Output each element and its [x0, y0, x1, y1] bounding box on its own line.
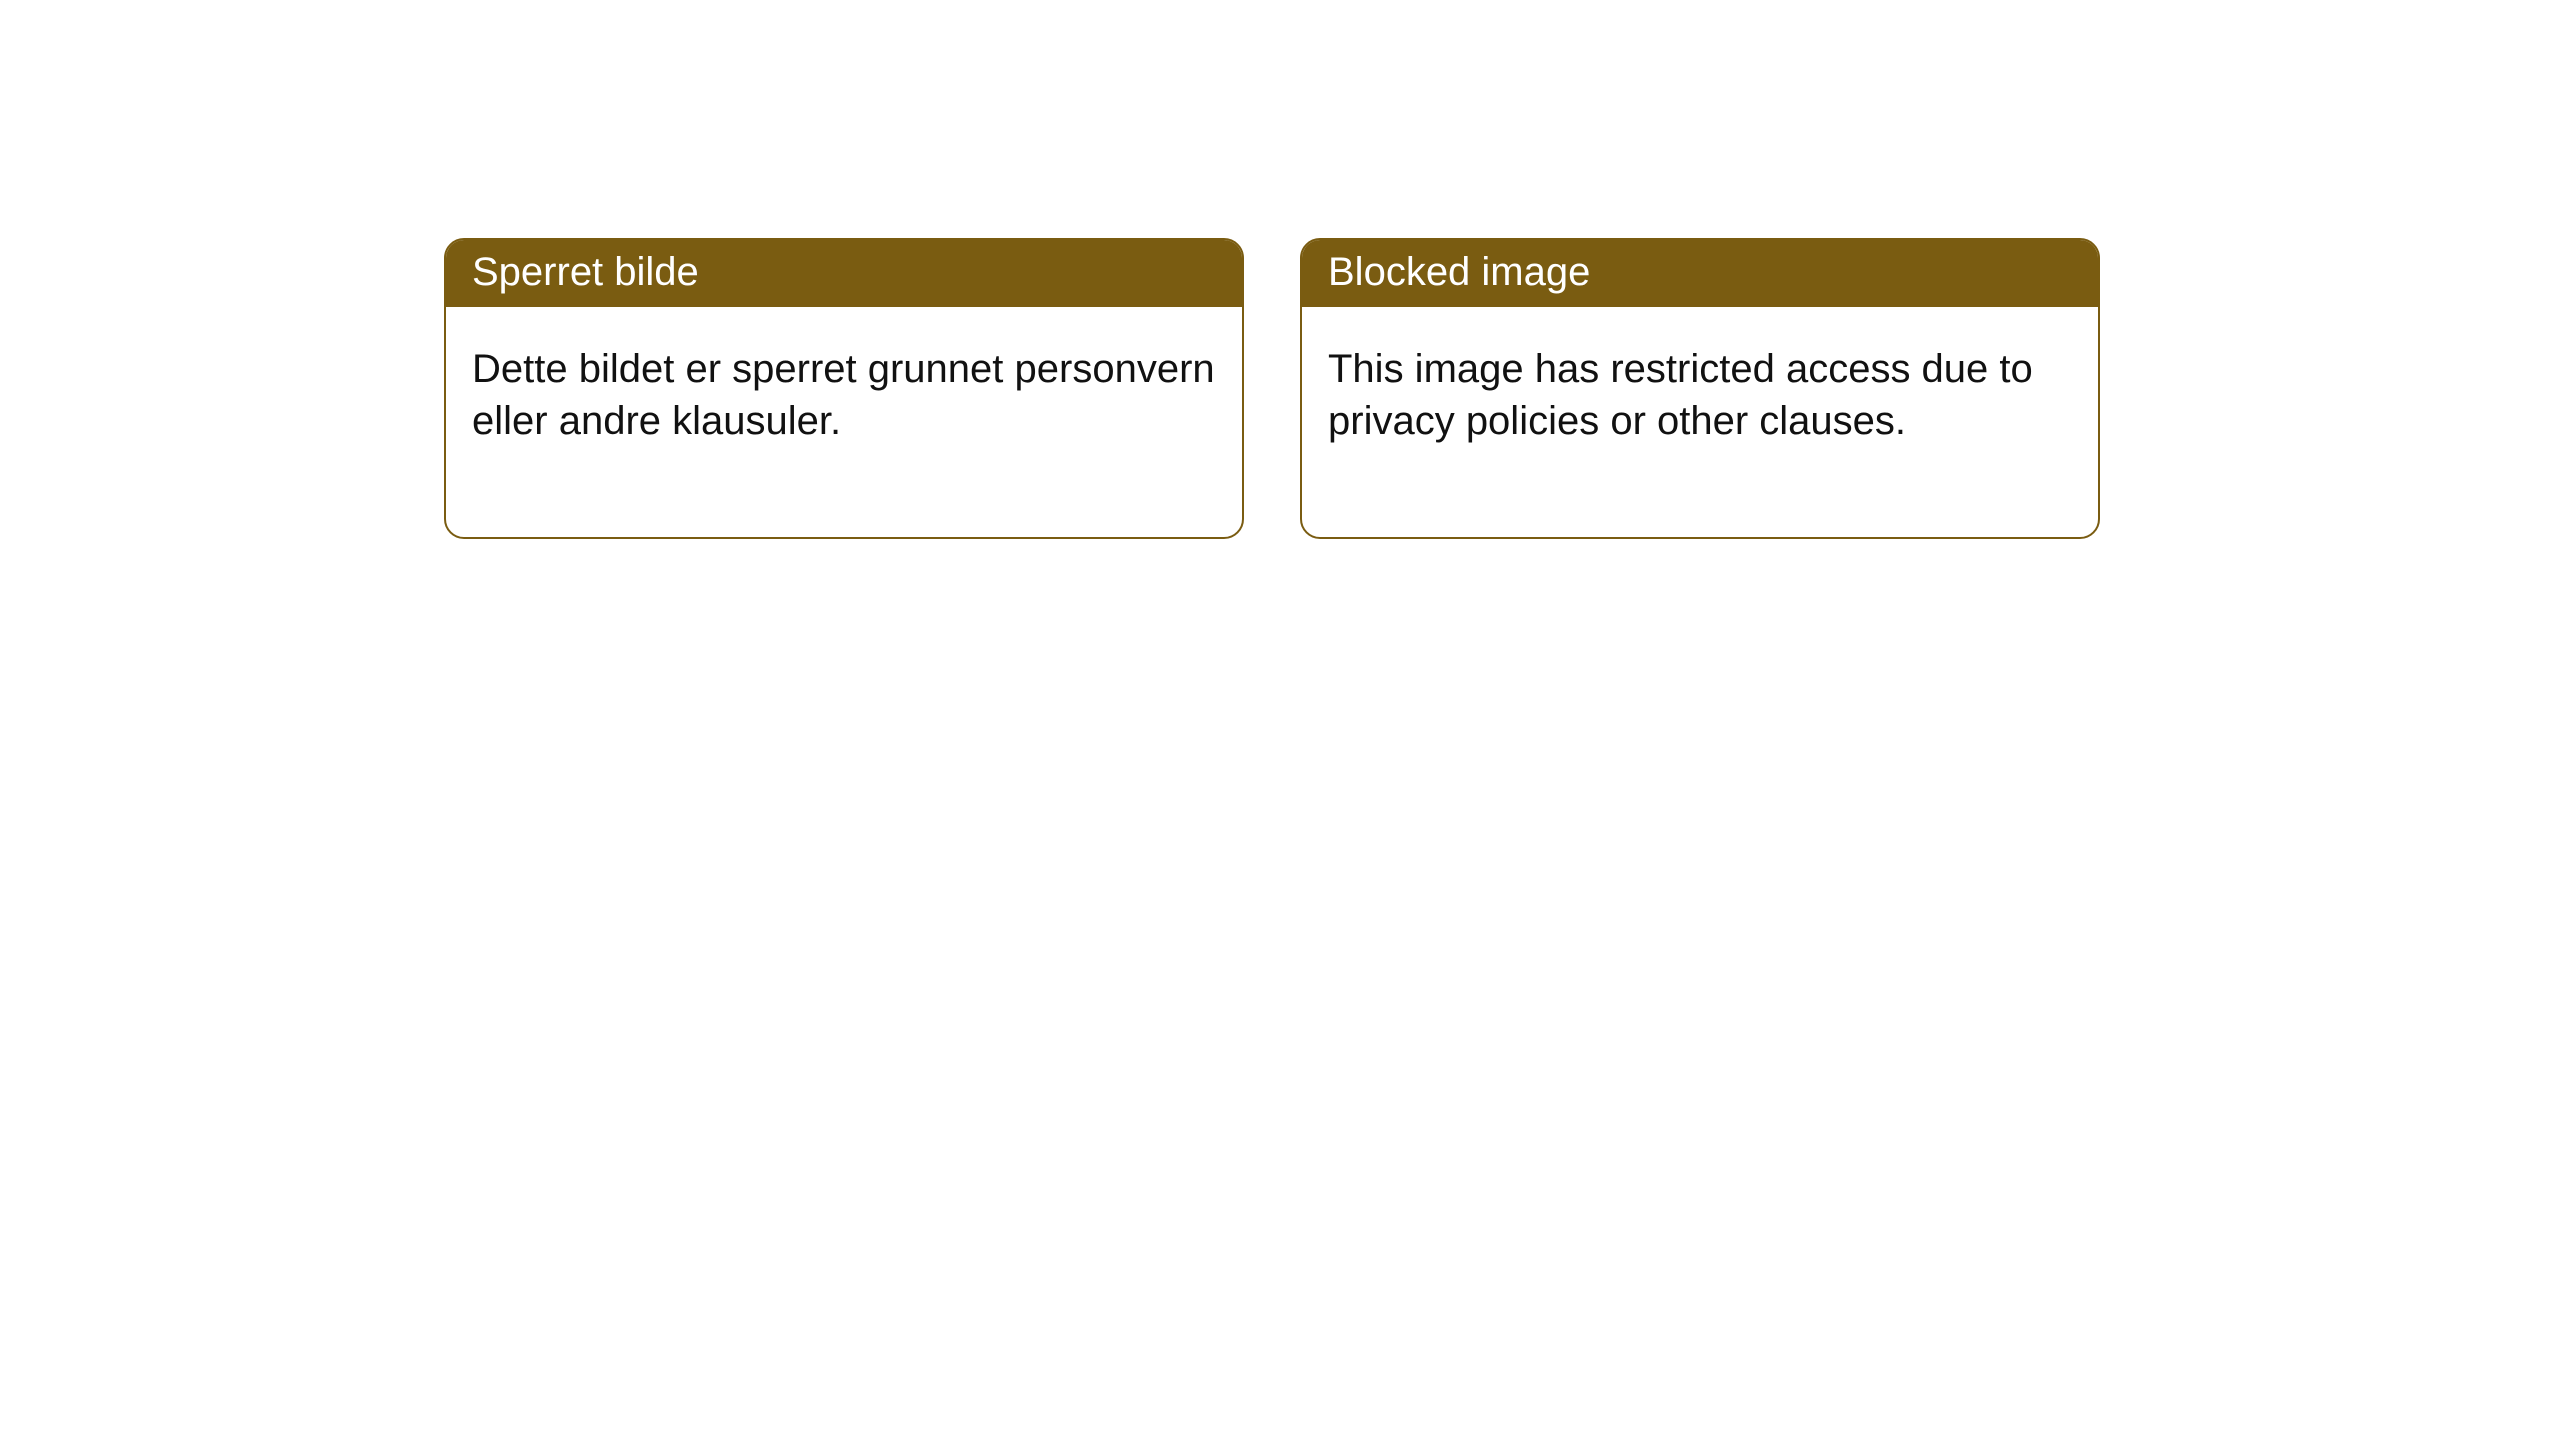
notice-card-english: Blocked image This image has restricted … — [1300, 238, 2100, 539]
notice-title-norwegian: Sperret bilde — [446, 240, 1242, 307]
notice-body-norwegian: Dette bildet er sperret grunnet personve… — [446, 307, 1242, 537]
notice-title-english: Blocked image — [1302, 240, 2098, 307]
notice-container: Sperret bilde Dette bildet er sperret gr… — [0, 0, 2560, 539]
notice-body-english: This image has restricted access due to … — [1302, 307, 2098, 537]
notice-card-norwegian: Sperret bilde Dette bildet er sperret gr… — [444, 238, 1244, 539]
